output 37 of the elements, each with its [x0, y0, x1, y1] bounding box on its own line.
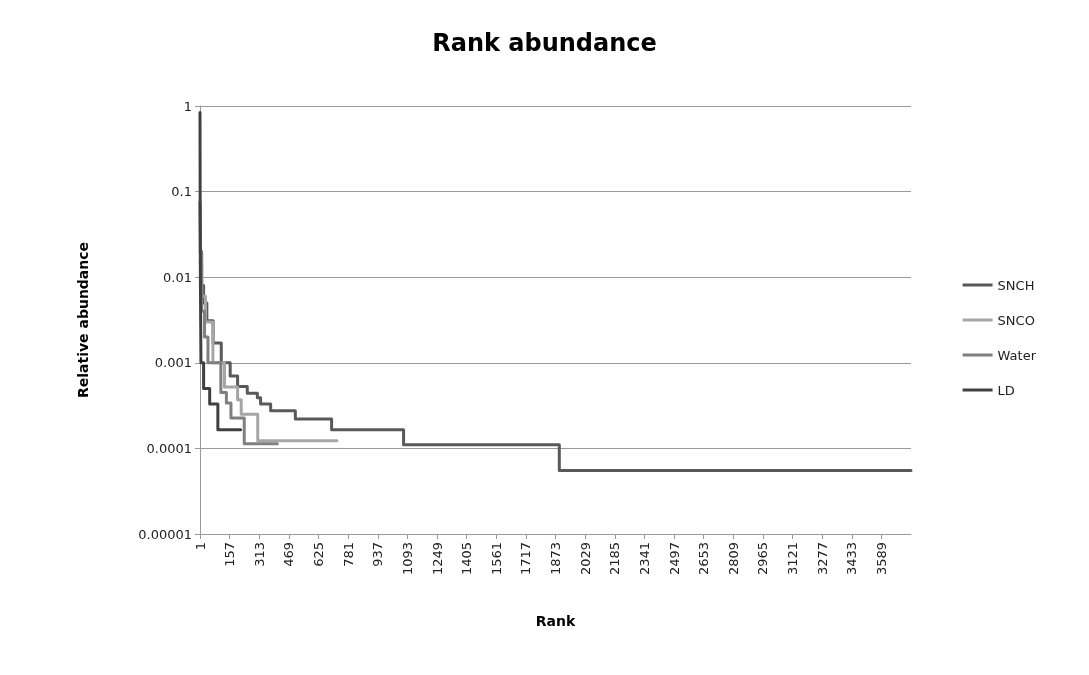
legend-label: LD	[997, 382, 1015, 398]
x-tick-label: 2497	[666, 542, 682, 576]
x-tick-label: 2809	[725, 542, 741, 576]
x-tick-label: 1	[192, 542, 208, 551]
y-tick-label: 0.01	[163, 269, 192, 285]
x-tick-label: 2653	[696, 542, 712, 576]
x-tick-label: 469	[281, 542, 297, 567]
x-tick-label: 1405	[459, 542, 475, 576]
x-tick-label: 1093	[399, 542, 415, 576]
x-tick-label: 2341	[636, 542, 652, 576]
y-tick-label: 0.001	[154, 355, 192, 371]
y-tick-label: 0.00001	[138, 526, 192, 542]
legend-label: Water	[997, 347, 1037, 363]
chart-title: Rank abundance	[432, 29, 657, 57]
y-axis-title: Relative abundance	[75, 241, 91, 399]
x-tick-label: 1717	[518, 542, 534, 576]
x-tick-label: 2029	[577, 542, 593, 576]
x-tick-label: 3121	[785, 542, 800, 576]
x-tick-label: 3433	[844, 542, 860, 576]
x-tick-label: 625	[311, 542, 326, 567]
legend-label: SNCO	[997, 312, 1035, 328]
x-tick-label: 937	[370, 542, 386, 567]
x-tick-label: 1561	[488, 542, 504, 576]
x-tick-label: 3589	[873, 542, 889, 576]
y-tick-label: 0.1	[171, 184, 192, 200]
legend-label: SNCH	[997, 277, 1035, 293]
x-tick-label: 2185	[607, 542, 623, 576]
x-tick-label: 3277	[814, 542, 830, 576]
x-tick-label: 157	[222, 542, 238, 567]
x-tick-label: 2965	[755, 542, 771, 576]
x-tick-label: 781	[340, 542, 356, 567]
y-tick-label: 0.0001	[146, 440, 192, 456]
y-tick-label: 1	[183, 98, 192, 114]
x-axis-title: Rank	[535, 613, 576, 629]
x-tick-label: 1873	[548, 542, 563, 576]
x-tick-label: 1249	[429, 542, 445, 576]
x-tick-label: 313	[251, 542, 267, 567]
